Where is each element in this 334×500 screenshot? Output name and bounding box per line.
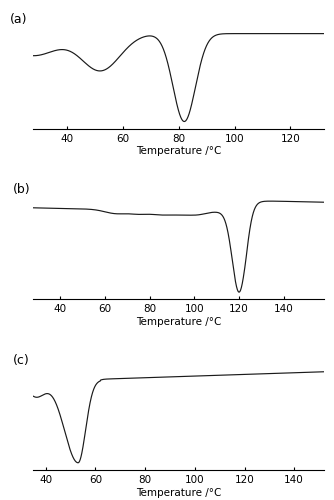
Text: (a): (a) — [10, 12, 28, 26]
X-axis label: Temperature /°C: Temperature /°C — [136, 146, 221, 156]
X-axis label: Temperature /°C: Temperature /°C — [136, 488, 221, 498]
X-axis label: Temperature /°C: Temperature /°C — [136, 317, 221, 327]
Text: (b): (b) — [13, 184, 31, 196]
Text: (c): (c) — [13, 354, 30, 367]
